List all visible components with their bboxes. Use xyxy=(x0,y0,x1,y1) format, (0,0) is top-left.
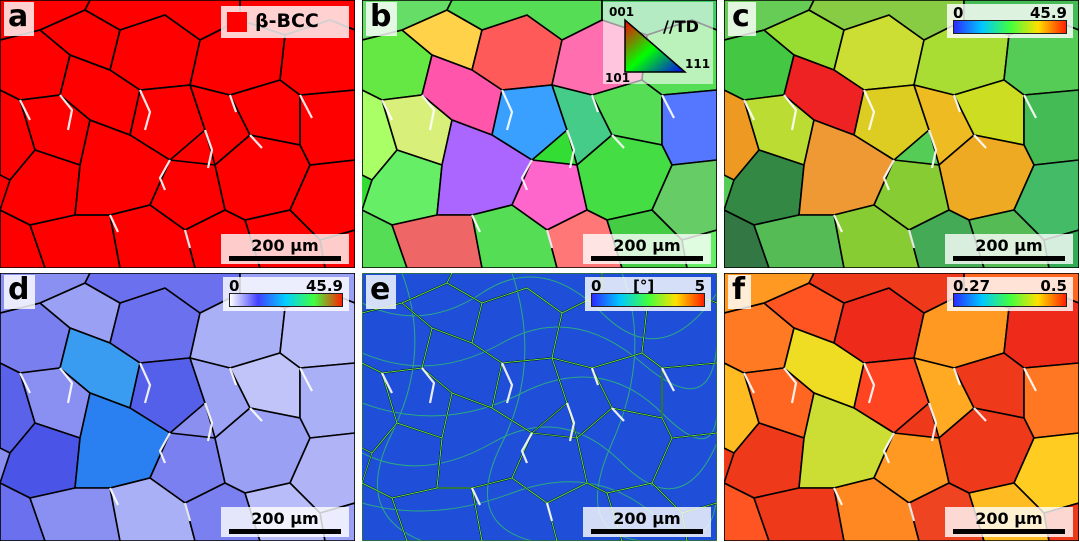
panel-f: f 0.27 0.5 200 μm xyxy=(724,273,1079,541)
schmid-factor-map xyxy=(724,273,1079,541)
panel-c: c 0 45.9 200 μm xyxy=(724,0,1079,268)
scale-bar: 200 μm xyxy=(221,234,349,264)
panel-letter: c xyxy=(728,2,756,36)
panel-letter: e xyxy=(366,275,397,309)
colorbar-min: 0 xyxy=(591,277,602,295)
scale-bar: 200 μm xyxy=(945,507,1073,537)
scale-bar-icon xyxy=(229,529,341,534)
scale-label: 200 μm xyxy=(251,236,319,255)
colorbar: 0 45.9 xyxy=(947,4,1073,38)
colorbar-gradient xyxy=(953,20,1067,34)
panel-b: b 001 101 111 //TD 200 μm xyxy=(362,0,717,268)
colorbar: 0.27 0.5 xyxy=(947,277,1073,311)
scale-bar: 200 μm xyxy=(221,507,349,537)
colorbar-gradient xyxy=(229,293,343,307)
ipf-right-label: 111 xyxy=(685,57,710,71)
kam-map xyxy=(0,273,355,541)
color-swatch-icon xyxy=(227,12,247,32)
panel-letter: d xyxy=(4,275,36,309)
panel-e: e 0 [°] 5 200 μm xyxy=(362,273,717,541)
colorbar: 0 [°] 5 xyxy=(585,277,711,311)
misorientation-map xyxy=(724,0,1079,268)
colorbar-min: 0 xyxy=(229,277,240,295)
ipf-left-label: 101 xyxy=(605,71,630,84)
phase-legend: β-BCC xyxy=(221,6,349,38)
panel-letter: f xyxy=(728,275,752,309)
scale-label: 200 μm xyxy=(613,509,681,528)
scale-bar-icon xyxy=(953,529,1065,534)
scale-bar-icon xyxy=(591,256,703,261)
panel-letter: a xyxy=(4,2,35,36)
scale-bar-icon xyxy=(953,256,1065,261)
scale-bar: 200 μm xyxy=(583,234,711,264)
colorbar: 0 45.9 xyxy=(223,277,349,311)
colorbar-min: 0.27 xyxy=(953,277,991,295)
colorbar-max: 45.9 xyxy=(1029,4,1067,22)
scale-label: 200 μm xyxy=(613,236,681,255)
ipf-triangle-icon: 001 101 111 //TD xyxy=(603,2,713,84)
colorbar-max: 45.9 xyxy=(305,277,343,295)
colorbar-max: 5 xyxy=(694,277,705,295)
colorbar-unit: [°] xyxy=(633,277,655,295)
scale-bar: 200 μm xyxy=(945,234,1073,264)
colorbar-max: 0.5 xyxy=(1040,277,1067,295)
panel-a: a β-BCC 200 μm xyxy=(0,0,355,268)
scale-label: 200 μm xyxy=(975,509,1043,528)
scale-bar: 200 μm xyxy=(583,507,711,537)
kernel-misorientation-map xyxy=(362,273,717,541)
legend-label: β-BCC xyxy=(255,10,319,32)
ipf-direction-label: //TD xyxy=(663,17,699,36)
panel-d: d 0 45.9 200 μm xyxy=(0,273,355,541)
ipf-top-label: 001 xyxy=(609,5,634,19)
panel-letter: b xyxy=(366,2,398,36)
scale-label: 200 μm xyxy=(251,509,319,528)
scale-bar-icon xyxy=(229,256,341,261)
colorbar-min: 0 xyxy=(953,4,964,22)
scale-label: 200 μm xyxy=(975,236,1043,255)
colorbar-gradient xyxy=(953,293,1067,307)
phase-map xyxy=(0,0,355,268)
scale-bar-icon xyxy=(591,529,703,534)
colorbar-gradient xyxy=(591,293,705,307)
